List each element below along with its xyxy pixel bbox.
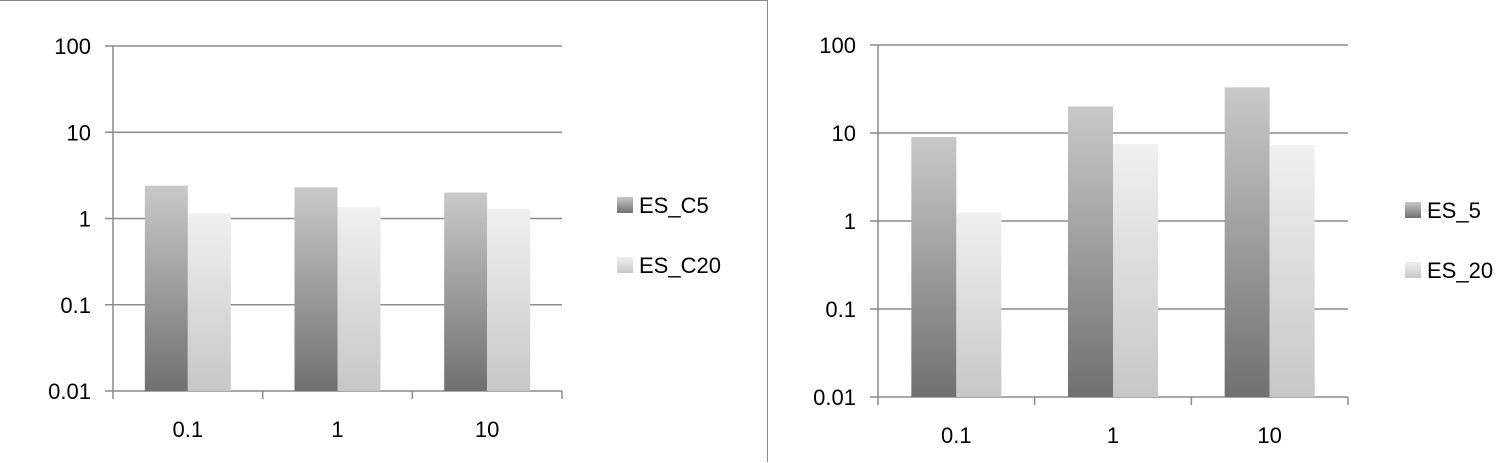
bar-es-c20-10 xyxy=(487,208,531,391)
x-tick-label: 1 xyxy=(331,417,343,442)
chart-left-plot: 100 10 1 0.1 0.01 0.1 1 10 ES_C5 ES_C20 xyxy=(48,34,721,442)
y-tick-label: 0.01 xyxy=(813,385,856,410)
legend-swatch xyxy=(617,197,633,213)
bar-es-5-1 xyxy=(1068,106,1113,397)
legend-label: ES_20 xyxy=(1427,258,1493,283)
legend-swatch xyxy=(617,257,633,273)
legend-swatch xyxy=(1405,262,1421,278)
y-tick-label: 1 xyxy=(79,207,91,232)
bar-es-20-10 xyxy=(1269,145,1315,397)
legend-swatch xyxy=(1405,202,1421,218)
bar-es-c20-0.1 xyxy=(187,213,231,391)
x-tick-label: 10 xyxy=(1257,423,1281,448)
y-tick-label: 0.01 xyxy=(48,379,91,404)
y-tick-label: 100 xyxy=(819,33,856,58)
legend-label: ES_C5 xyxy=(639,193,709,218)
chart-right-plot: 100 10 1 0.1 0.01 0.1 1 10 ES_5 ES_20 xyxy=(813,33,1493,448)
y-tick-label: 0.1 xyxy=(60,293,91,318)
bar-es-c5-1 xyxy=(294,187,338,391)
chart-right: 100 10 1 0.1 0.01 0.1 1 10 ES_5 ES_20 xyxy=(768,0,1500,462)
bar-es-20-0.1 xyxy=(956,212,1002,397)
x-tick-label: 10 xyxy=(475,417,499,442)
y-tick-label: 10 xyxy=(832,121,856,146)
x-tick-label: 1 xyxy=(1107,423,1119,448)
legend-label: ES_C20 xyxy=(639,253,721,278)
y-tick-label: 10 xyxy=(67,120,91,145)
bar-es-c5-10 xyxy=(444,192,488,391)
x-tick-label: 0.1 xyxy=(173,417,204,442)
legend-label: ES_5 xyxy=(1427,198,1481,223)
bar-es-c5-0.1 xyxy=(144,185,188,391)
bar-es-20-1 xyxy=(1113,143,1158,397)
y-tick-label: 0.1 xyxy=(825,297,856,322)
chart-left: 100 10 1 0.1 0.01 0.1 1 10 ES_C5 ES_C20 xyxy=(0,0,768,462)
x-tick-label: 0.1 xyxy=(941,423,972,448)
bar-es-5-0.1 xyxy=(911,137,957,397)
y-tick-label: 1 xyxy=(844,209,856,234)
bar-es-5-10 xyxy=(1224,87,1270,397)
bar-es-c20-1 xyxy=(337,207,381,391)
y-tick-label: 100 xyxy=(54,34,91,59)
